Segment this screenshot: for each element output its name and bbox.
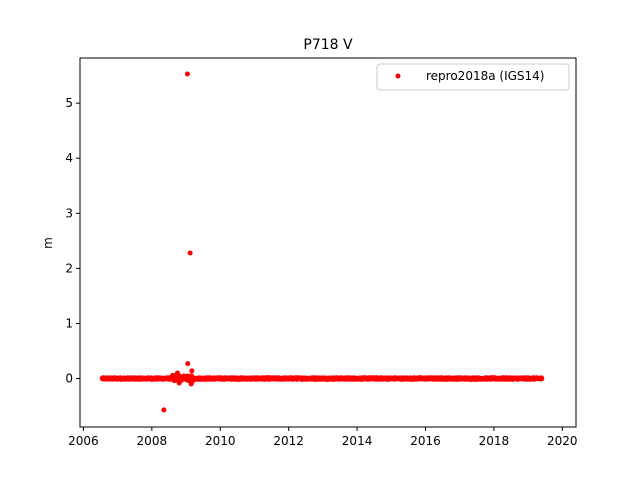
data-point: [187, 250, 193, 256]
legend-marker: [395, 73, 401, 79]
y-tick-label: 0: [65, 372, 73, 386]
y-tick-label: 5: [65, 96, 73, 110]
y-tick-label: 4: [65, 151, 73, 165]
data-point: [189, 368, 195, 374]
x-tick-label: 2006: [68, 434, 99, 448]
legend: repro2018a (IGS14): [376, 63, 570, 91]
data-point: [539, 376, 545, 382]
x-tick-label: 2012: [273, 434, 304, 448]
data-point: [184, 71, 190, 77]
x-axis-ticks: 2006 2008 2010 2012 2014 2016 2018 2020: [68, 427, 578, 448]
x-tick-label: 2010: [205, 434, 236, 448]
y-tick-label: 3: [65, 206, 73, 220]
chart-title: P718 V: [303, 37, 353, 53]
x-tick-label: 2018: [479, 434, 510, 448]
data-point: [176, 380, 182, 386]
legend-box: [376, 63, 570, 91]
data-point: [185, 361, 191, 367]
y-tick-label: 2: [65, 261, 73, 275]
data-points: [99, 71, 545, 413]
x-tick-label: 2014: [342, 434, 373, 448]
y-axis-label: m: [41, 237, 55, 249]
x-tick-label: 2008: [137, 434, 168, 448]
x-tick-label: 2016: [410, 434, 441, 448]
legend-label: repro2018a (IGS14): [426, 69, 544, 83]
y-tick-label: 1: [65, 316, 73, 330]
x-tick-label: 2020: [547, 434, 578, 448]
plot-frame: [79, 57, 577, 428]
y-axis-ticks: 0 1 2 3 4 5: [65, 96, 80, 386]
data-point: [188, 381, 194, 387]
data-point: [161, 407, 167, 413]
data-point: [174, 370, 180, 376]
